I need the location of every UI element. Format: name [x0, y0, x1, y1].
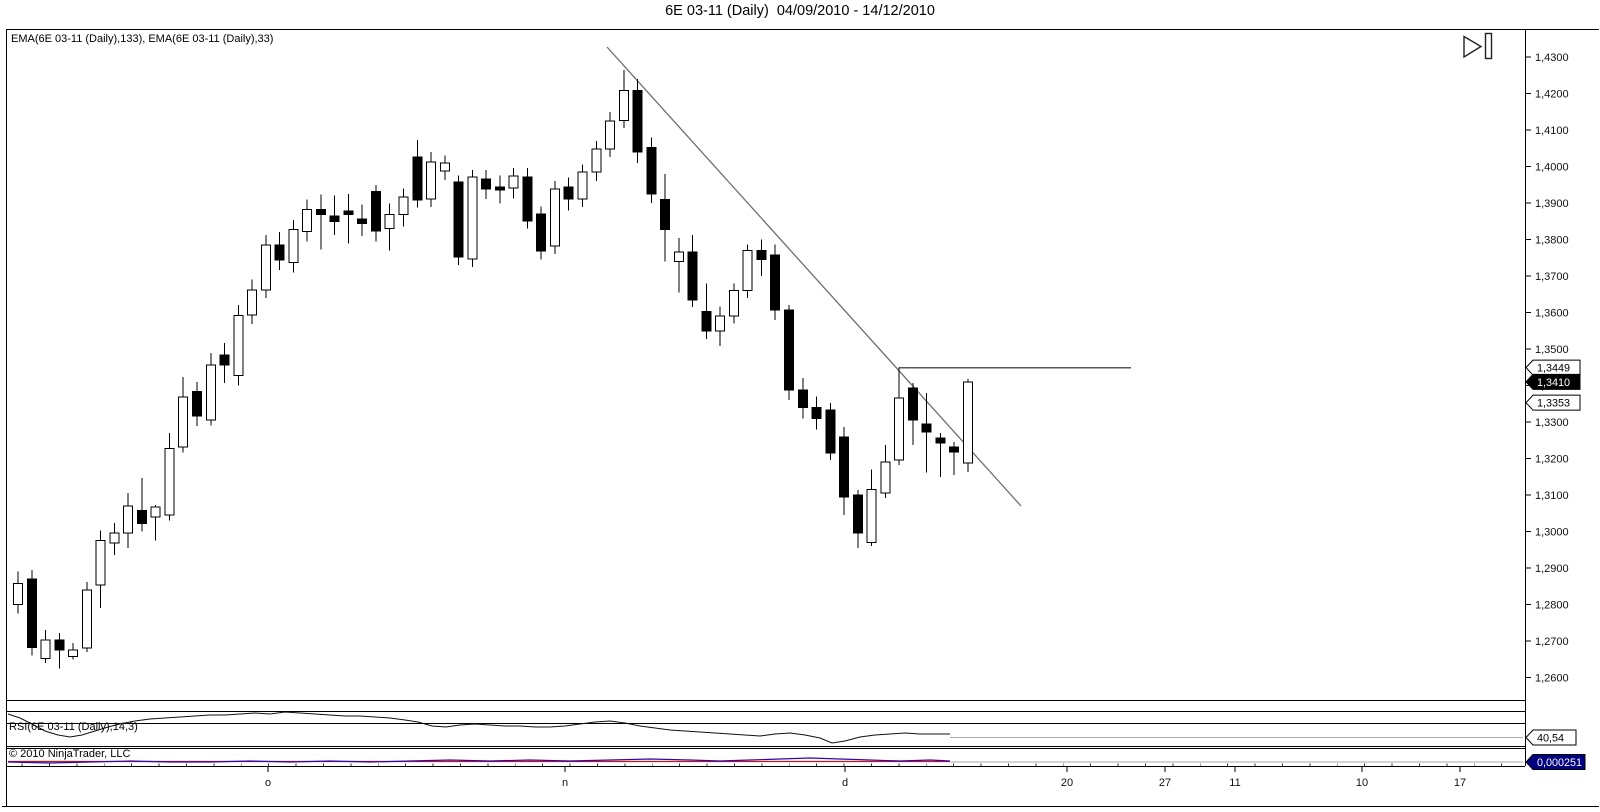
- svg-text:1,3400: 1,3400: [1535, 381, 1569, 393]
- svg-text:1,2900: 1,2900: [1535, 563, 1569, 575]
- svg-text:1,3600: 1,3600: [1535, 308, 1569, 320]
- svg-text:1,4100: 1,4100: [1535, 125, 1569, 137]
- rsi-indicator-label: RSI(6E 03-11 (Daily),14,3): [9, 721, 138, 733]
- svg-text:1,2700: 1,2700: [1535, 636, 1569, 648]
- svg-text:1,4200: 1,4200: [1535, 89, 1569, 101]
- date-axis: o n d 20 27 11 10 17: [265, 766, 1466, 789]
- chart-title: 6E 03-11 (Daily) 04/09/2010 - 14/12/2010: [665, 3, 935, 19]
- rsi-plot: [6, 711, 1525, 744]
- svg-text:1,3700: 1,3700: [1535, 271, 1569, 283]
- svg-text:1,3800: 1,3800: [1535, 235, 1569, 247]
- svg-text:17: 17: [1454, 777, 1466, 789]
- price-axis: 1,4300 1,4200 1,4100 1,4000 1,3900 1,3800 1,37…: [1525, 52, 1569, 685]
- go-to-end-icon[interactable]: [1463, 32, 1493, 60]
- svg-text:1,2800: 1,2800: [1535, 600, 1569, 612]
- price-marker-1_3410: 1,3410: [1525, 373, 1581, 390]
- panel-borders: [2, 29, 1599, 807]
- svg-text:1,3200: 1,3200: [1535, 454, 1569, 466]
- svg-text:1,3000: 1,3000: [1535, 527, 1569, 539]
- svg-text:1,3449: 1,3449: [1537, 363, 1570, 375]
- price-marker-1_3353: 1,3353: [1525, 394, 1581, 411]
- svg-text:40,54: 40,54: [1537, 733, 1564, 745]
- svg-text:1,3900: 1,3900: [1535, 198, 1569, 210]
- rsi-value-marker: 40,54: [1525, 729, 1577, 746]
- svg-text:0,000251: 0,000251: [1537, 757, 1582, 769]
- svg-text:1,2600: 1,2600: [1535, 673, 1569, 685]
- ninjatrader-copyright: © 2010 NinjaTrader, LLC: [9, 748, 131, 760]
- svg-text:o: o: [265, 777, 271, 789]
- svg-text:10: 10: [1356, 777, 1368, 789]
- svg-text:1,4000: 1,4000: [1535, 162, 1569, 174]
- svg-text:d: d: [842, 777, 848, 789]
- svg-text:1,4300: 1,4300: [1535, 52, 1569, 64]
- price-marker-1_3449: 1,3449: [1525, 359, 1581, 376]
- svg-text:1,3410: 1,3410: [1537, 377, 1570, 389]
- svg-text:n: n: [562, 777, 568, 789]
- annotations[interactable]: [606, 46, 1131, 507]
- svg-text:1,3353: 1,3353: [1537, 398, 1570, 410]
- svg-text:11: 11: [1229, 777, 1240, 789]
- ema-indicator-label: EMA(6E 03-11 (Daily),133), EMA(6E 03-11 …: [11, 33, 274, 45]
- candles: [13, 70, 973, 669]
- svg-text:20: 20: [1061, 777, 1073, 789]
- indicator-value-marker: 0,000251: [1525, 754, 1586, 770]
- svg-text:1,3100: 1,3100: [1535, 490, 1569, 502]
- svg-text:1,3300: 1,3300: [1535, 417, 1569, 429]
- bottom-indicator-plot: [7, 757, 1523, 766]
- svg-text:27: 27: [1159, 777, 1171, 789]
- svg-text:1,3500: 1,3500: [1535, 344, 1569, 356]
